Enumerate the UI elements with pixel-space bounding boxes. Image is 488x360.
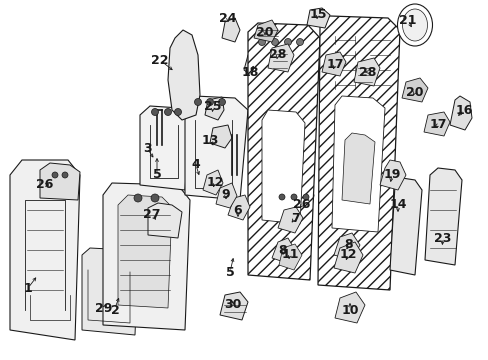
Polygon shape (333, 233, 359, 260)
Circle shape (206, 99, 213, 105)
Circle shape (296, 39, 303, 45)
Circle shape (164, 108, 171, 116)
Text: 26: 26 (293, 198, 310, 211)
Text: 28: 28 (359, 66, 376, 78)
Polygon shape (220, 292, 247, 320)
Polygon shape (317, 16, 399, 290)
Circle shape (218, 99, 225, 105)
Polygon shape (389, 178, 421, 275)
Circle shape (62, 172, 68, 178)
Polygon shape (148, 203, 182, 238)
Polygon shape (203, 170, 223, 195)
Text: 9: 9 (221, 189, 230, 202)
Text: 29: 29 (95, 302, 112, 315)
Text: 5: 5 (152, 168, 161, 181)
Text: 23: 23 (433, 231, 451, 244)
Text: 26: 26 (36, 179, 54, 192)
Circle shape (134, 194, 142, 202)
Polygon shape (184, 96, 247, 200)
Circle shape (258, 39, 265, 45)
Circle shape (279, 194, 285, 200)
Text: 13: 13 (201, 134, 218, 147)
Polygon shape (269, 183, 313, 218)
Polygon shape (306, 8, 329, 28)
Polygon shape (267, 44, 293, 72)
Circle shape (290, 194, 296, 200)
Text: 20: 20 (256, 26, 273, 39)
Ellipse shape (402, 9, 427, 41)
Text: 4: 4 (191, 158, 200, 171)
Text: 28: 28 (269, 49, 286, 62)
Polygon shape (244, 50, 264, 78)
Text: 5: 5 (225, 266, 234, 279)
Polygon shape (424, 168, 461, 265)
Text: 7: 7 (290, 211, 299, 225)
Text: 2: 2 (110, 303, 119, 316)
Polygon shape (423, 112, 449, 136)
Polygon shape (262, 110, 305, 224)
Text: 11: 11 (281, 248, 298, 261)
Ellipse shape (397, 4, 431, 46)
Polygon shape (103, 183, 190, 330)
Polygon shape (209, 125, 231, 148)
Polygon shape (227, 195, 249, 220)
Text: 12: 12 (206, 176, 224, 189)
Text: 19: 19 (383, 168, 400, 181)
Text: 27: 27 (143, 208, 161, 221)
Text: 1: 1 (23, 282, 32, 294)
Polygon shape (118, 195, 172, 308)
Polygon shape (204, 97, 224, 120)
Text: 17: 17 (325, 58, 343, 72)
Polygon shape (333, 242, 362, 273)
Polygon shape (379, 160, 405, 190)
Polygon shape (222, 18, 240, 42)
Polygon shape (401, 78, 427, 102)
Polygon shape (247, 23, 319, 280)
Text: 22: 22 (151, 54, 168, 67)
Text: 10: 10 (341, 303, 358, 316)
Text: 24: 24 (219, 12, 236, 24)
Polygon shape (331, 96, 384, 232)
Polygon shape (168, 30, 200, 120)
Polygon shape (278, 207, 303, 233)
Polygon shape (353, 58, 379, 86)
Polygon shape (334, 292, 364, 323)
Polygon shape (40, 163, 80, 200)
Polygon shape (449, 96, 471, 130)
Text: 3: 3 (142, 141, 151, 154)
Text: 15: 15 (308, 9, 326, 22)
Circle shape (174, 108, 181, 116)
Polygon shape (216, 183, 237, 208)
Circle shape (271, 39, 278, 45)
Polygon shape (279, 244, 302, 270)
Polygon shape (140, 106, 190, 190)
Text: 14: 14 (388, 198, 406, 211)
Text: 18: 18 (241, 67, 258, 80)
Text: 30: 30 (224, 298, 241, 311)
Polygon shape (271, 238, 294, 263)
Text: 20: 20 (406, 85, 423, 99)
Text: 6: 6 (233, 203, 242, 216)
Polygon shape (82, 248, 138, 335)
Circle shape (151, 108, 158, 116)
Polygon shape (253, 20, 278, 42)
Text: 25: 25 (204, 100, 221, 113)
Text: 17: 17 (428, 118, 446, 131)
Text: 21: 21 (398, 13, 416, 27)
Polygon shape (341, 133, 374, 204)
Text: 16: 16 (454, 104, 472, 117)
Circle shape (52, 172, 58, 178)
Polygon shape (321, 52, 346, 76)
Text: 8: 8 (344, 238, 353, 252)
Circle shape (284, 39, 291, 45)
Circle shape (194, 99, 201, 105)
Polygon shape (10, 160, 80, 340)
Circle shape (303, 194, 308, 200)
Text: 12: 12 (339, 248, 356, 261)
Text: 8: 8 (278, 243, 287, 256)
Circle shape (151, 194, 159, 202)
